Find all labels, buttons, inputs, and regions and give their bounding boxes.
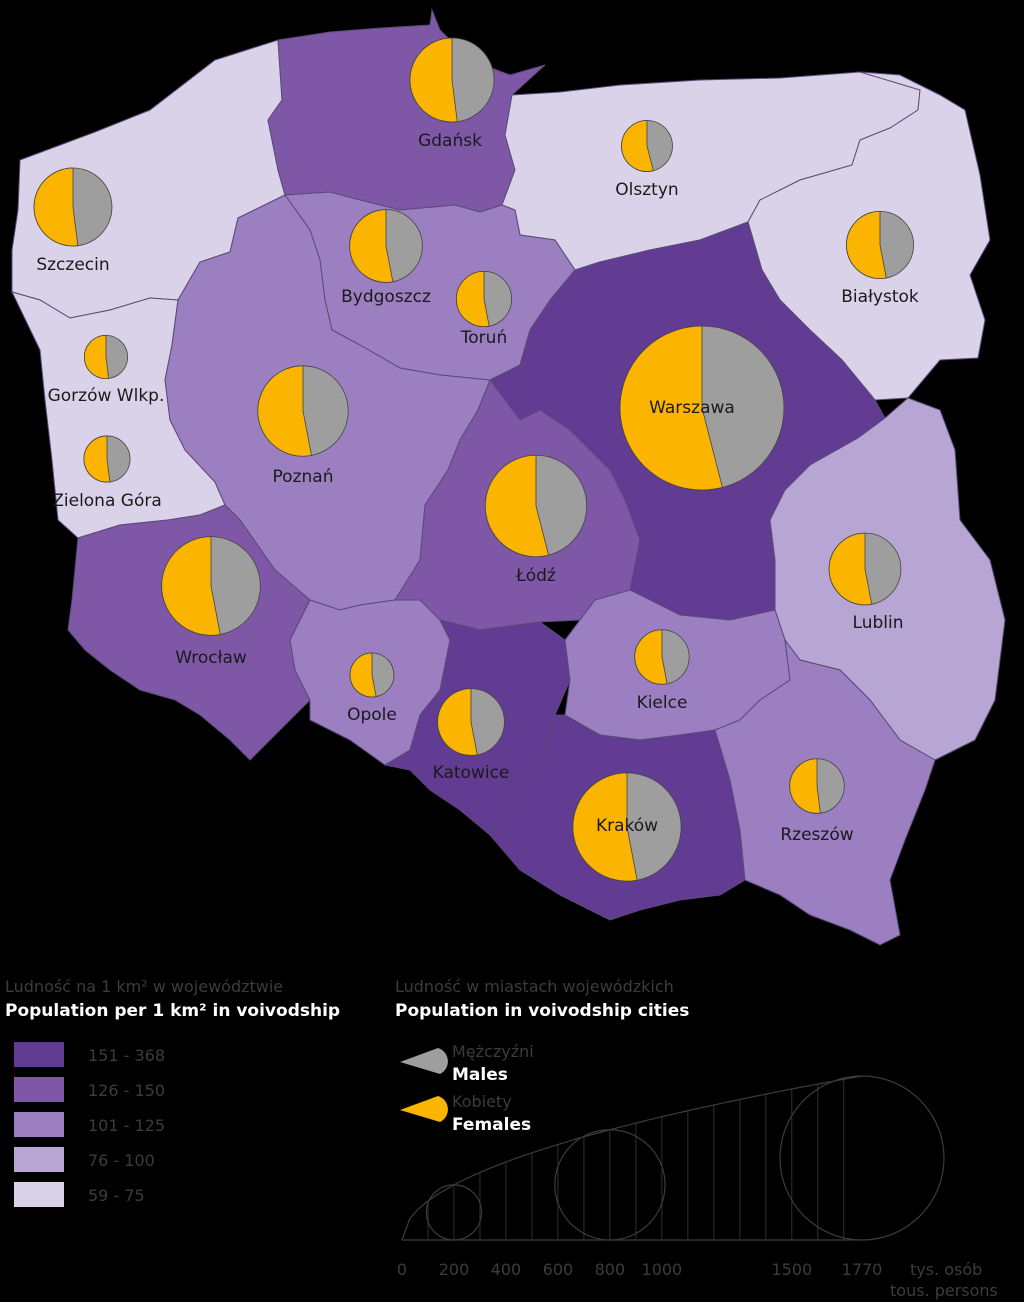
- city-label: Bydgoszcz: [341, 287, 431, 307]
- pie-gorzow-wlkp: Gorzów Wlkp.: [48, 334, 165, 406]
- pie-females-slice: [619, 325, 723, 491]
- scale-tick-label: 1500: [771, 1260, 812, 1279]
- pie-torun: Toruń: [455, 270, 513, 348]
- pie-lodz: Łódź: [484, 454, 588, 586]
- city-label: Opole: [347, 705, 397, 725]
- city-label: Lublin: [853, 613, 904, 633]
- density-legend-range: 59 - 75: [88, 1186, 145, 1205]
- scale-circle: [425, 1184, 483, 1241]
- city-label: Rzeszów: [780, 825, 853, 845]
- pie-lublin: Lublin: [828, 532, 904, 633]
- city-label: Gdańsk: [418, 131, 482, 151]
- density-legend-swatch: [14, 1042, 64, 1067]
- pie-females-slice: [83, 334, 110, 379]
- cities-legend-title-en: Population in voivodship cities: [395, 1001, 689, 1021]
- pie-olsztyn: Olsztyn: [615, 120, 679, 200]
- pie-females-slice: [437, 688, 478, 756]
- density-legend-range: 76 - 100: [88, 1151, 155, 1170]
- pie-poznan: Poznań: [257, 365, 349, 487]
- scale-tick-label: 200: [439, 1260, 470, 1279]
- males-legend-swatch: [400, 1048, 448, 1074]
- scale-tick-label: 1770: [842, 1260, 883, 1279]
- city-label: Kraków: [596, 816, 658, 836]
- density-legend-title-pl: Ludność na 1 km² w województwie: [5, 977, 283, 996]
- density-legend-swatch: [14, 1077, 64, 1102]
- pie-females-slice: [456, 270, 490, 328]
- voivodeships: [11, 8, 1006, 946]
- city-label: Zielona Góra: [52, 491, 162, 511]
- density-legend-range: 101 - 125: [88, 1116, 165, 1135]
- scale-circle: [779, 1075, 945, 1241]
- scale-tick-label: 800: [595, 1260, 626, 1279]
- females-label-pl: Kobiety: [452, 1092, 512, 1111]
- females-label-en: Females: [452, 1115, 531, 1135]
- city-label: Katowice: [433, 763, 510, 783]
- pie-females-slice: [83, 435, 111, 483]
- pie-females-slice: [828, 532, 873, 606]
- scale-circle: [554, 1129, 666, 1241]
- city-label: Wrocław: [175, 648, 247, 668]
- pie-females-slice: [572, 772, 638, 882]
- density-legend: Ludność na 1 km² w województwie Populati…: [5, 977, 340, 1207]
- scale-tick-label: 1000: [642, 1260, 683, 1279]
- pie-bialystok: Białystok: [841, 211, 919, 307]
- pie-wroclaw: Wrocław: [161, 536, 261, 668]
- city-label: Białystok: [841, 287, 919, 307]
- pie-opole: Opole: [347, 652, 397, 725]
- pie-females-slice: [846, 211, 887, 279]
- pie-females-slice: [161, 536, 221, 636]
- density-legend-range: 151 - 368: [88, 1046, 165, 1065]
- city-label: Poznań: [273, 467, 334, 487]
- cities-legend: Ludność w miastach wojewódzkich Populati…: [395, 977, 998, 1300]
- pie-females-slice: [33, 167, 79, 247]
- pie-females-slice: [789, 758, 821, 814]
- pie-females-slice: [257, 365, 312, 457]
- females-legend-swatch: [400, 1096, 448, 1122]
- scale-unit-pl: tys. osób: [910, 1260, 982, 1279]
- pie-females-slice: [634, 629, 668, 685]
- density-legend-swatch: [14, 1182, 64, 1207]
- males-label-en: Males: [452, 1065, 508, 1085]
- pie-bydgoszcz: Bydgoszcz: [341, 209, 431, 307]
- city-pie-charts: Gdańsk Olsztyn Szczecin Bydgoszcz Toruń Biały…: [33, 37, 919, 882]
- scale-unit-en: tous. persons: [890, 1281, 998, 1300]
- city-label: Szczecin: [36, 255, 109, 275]
- pie-krakow: Kraków: [572, 772, 682, 882]
- scale-tick-label: 0: [397, 1260, 407, 1279]
- pie-gdansk: Gdańsk: [409, 37, 495, 151]
- density-legend-swatch: [14, 1147, 64, 1172]
- voivodeship-pomorskie[interactable]: [267, 8, 546, 213]
- city-label: Łódź: [515, 566, 556, 586]
- pie-kielce: Kielce: [634, 629, 690, 713]
- cities-legend-title-pl: Ludność w miastach wojewódzkich: [395, 977, 674, 996]
- density-legend-range: 126 - 150: [88, 1081, 165, 1100]
- pie-rzeszow: Rzeszów: [780, 758, 854, 845]
- pie-females-slice: [349, 652, 377, 698]
- pie-females-slice: [409, 37, 458, 123]
- density-legend-title-en: Population per 1 km² in voivodship: [5, 1001, 340, 1021]
- pie-females-slice: [484, 454, 550, 558]
- pie-katowice: Katowice: [433, 688, 510, 783]
- scale-tick-label: 600: [543, 1260, 574, 1279]
- pie-szczecin: Szczecin: [33, 167, 113, 275]
- scale-tick-label: 400: [491, 1260, 522, 1279]
- city-label: Warszawa: [649, 398, 735, 418]
- pie-females-slice: [349, 209, 394, 283]
- city-label: Kielce: [637, 693, 688, 713]
- city-label: Olsztyn: [615, 180, 678, 200]
- city-label: Toruń: [460, 328, 507, 348]
- pie-females-slice: [621, 120, 654, 172]
- density-legend-swatch: [14, 1112, 64, 1137]
- scale-envelope: [401, 1075, 863, 1241]
- size-scale: 0 200 400 600 800 1000 1500 1770: [397, 1075, 945, 1279]
- city-label: Gorzów Wlkp.: [48, 386, 165, 406]
- pie-warszawa: Warszawa: [619, 325, 785, 491]
- pie-zielona-gora: Zielona Góra: [52, 435, 162, 511]
- males-label-pl: Mężczyźni: [452, 1042, 534, 1061]
